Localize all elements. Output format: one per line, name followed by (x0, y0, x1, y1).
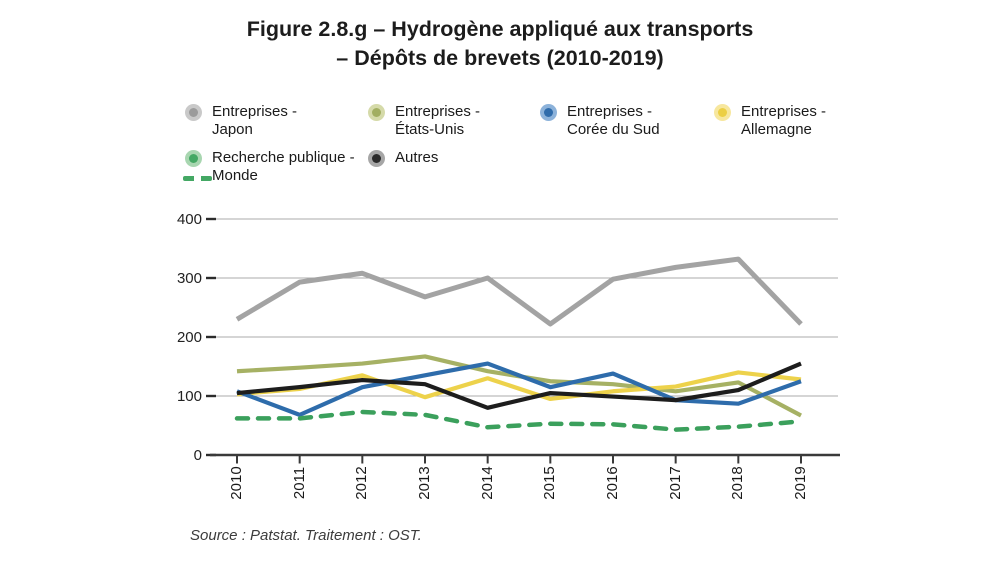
figure-title-line1: Figure 2.8.g – Hydrogène appliqué aux tr… (246, 17, 754, 41)
legend-dot-recherche-icon (189, 154, 198, 163)
legend-dot-etats-unis-icon (372, 108, 381, 117)
y-tick-label-400: 400 (176, 210, 202, 228)
x-tick-label-2016: 2016 (603, 466, 621, 500)
legend: Entreprises - Japon Entreprises - États-Uni… (0, 0, 1000, 200)
series-line-recherche (234, 409, 804, 432)
legend-marker-coree-icon (540, 104, 557, 121)
x-tick-label-2018: 2018 (729, 466, 747, 500)
legend-label-coree: Entreprises - Corée du Sud (567, 103, 660, 138)
x-tick-label-2012: 2012 (353, 466, 371, 500)
x-tick-label-2019: 2019 (791, 466, 809, 500)
legend-dash-sample-icon (183, 176, 212, 181)
y-tick-label-100: 100 (176, 387, 202, 405)
legend-marker-recherche-icon (185, 150, 202, 167)
x-tick-label-2017: 2017 (666, 466, 684, 500)
y-tick-label-0: 0 (193, 446, 202, 464)
x-tick-label-2013: 2013 (415, 466, 433, 500)
legend-label-allemagne: Entreprises - Allemagne (741, 103, 827, 138)
figure-title: Figure 2.8.g – Hydrogène appliqué aux tr… (0, 15, 1000, 73)
legend-marker-japon-icon (185, 104, 202, 121)
legend-marker-etats-unis-icon (368, 104, 385, 121)
figure-title-line2: – Dépôts de brevets (2010-2019) (336, 46, 664, 70)
y-tick-label-300: 300 (176, 269, 202, 287)
legend-marker-allemagne-icon (714, 104, 731, 121)
legend-marker-autres-icon (368, 150, 385, 167)
x-tick-label-2011: 2011 (290, 466, 308, 500)
series-line-autres (236, 361, 802, 410)
legend-dot-coree-icon (544, 108, 553, 117)
x-tick-label-2014: 2014 (478, 466, 496, 500)
series-line-coree (236, 361, 802, 417)
legend-dot-japon-icon (189, 108, 198, 117)
legend-dot-autres-icon (372, 154, 381, 163)
x-tick-label-2010: 2010 (228, 466, 245, 500)
y-tick-label-200: 200 (176, 328, 202, 346)
legend-label-japon: Entreprises - Japon (212, 103, 298, 138)
legend-label-autres: Autres (395, 149, 439, 166)
legend-label-recherche: Recherche publique - Monde (212, 149, 355, 184)
x-tick-label-2015: 2015 (541, 466, 559, 500)
source-note: Source : Patstat. Traitement : OST. (190, 527, 422, 544)
legend-label-etats-unis: Entreprises - États-Unis (395, 103, 481, 138)
series-line-japon (235, 256, 803, 327)
legend-dot-allemagne-icon (718, 108, 727, 117)
